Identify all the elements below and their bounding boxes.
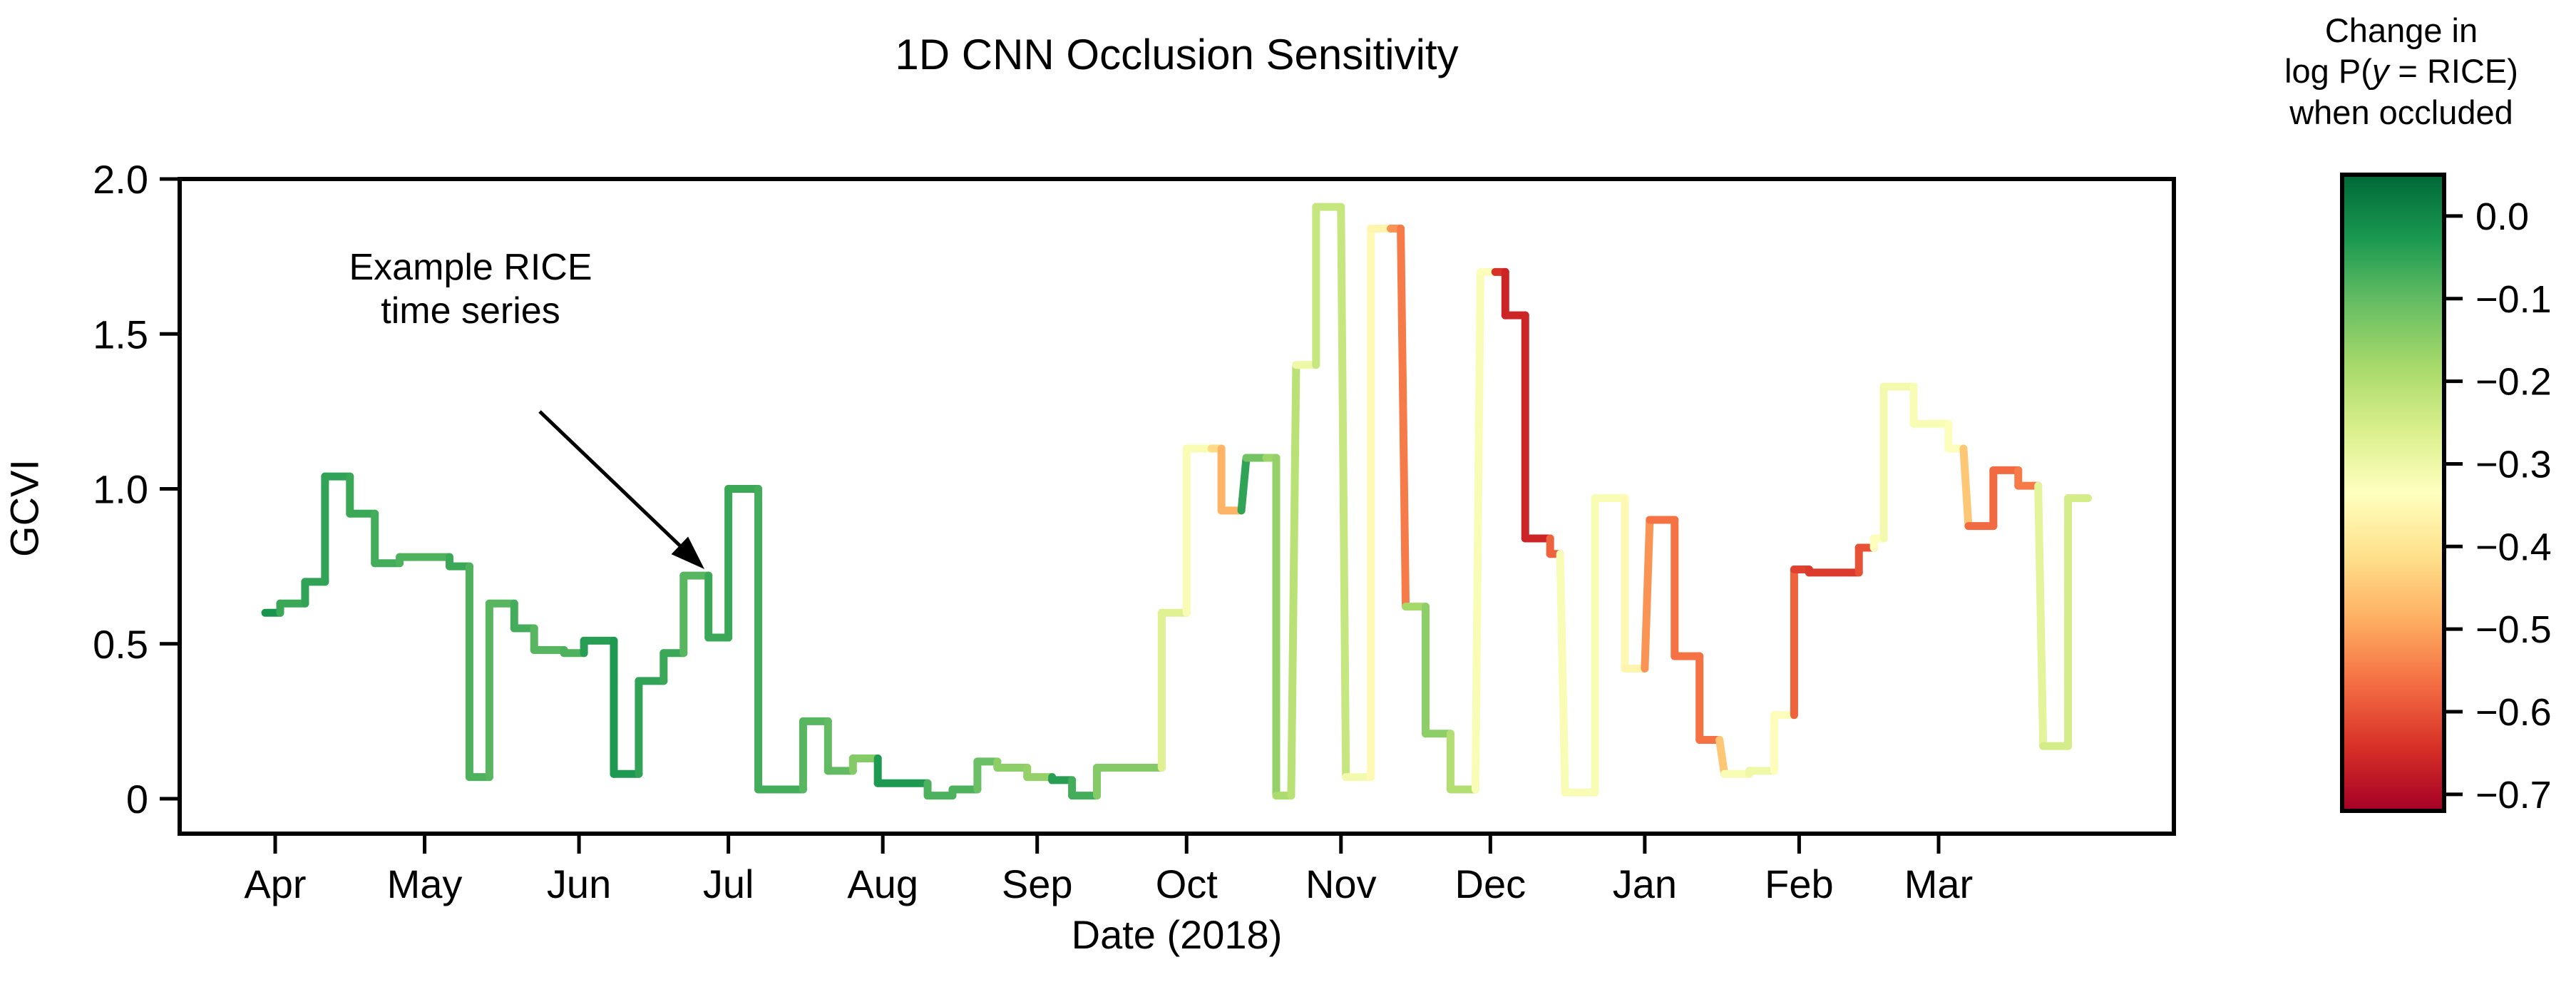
x-tick-label: Jan [1613, 861, 1677, 906]
x-tick-label: Oct [1156, 861, 1218, 906]
annotation-example-rice: Example RICE time series [267, 246, 674, 334]
colorbar-tick-label: −0.6 [2475, 691, 2552, 734]
arrowhead-icon [671, 536, 704, 569]
x-axis-ticks: Apr May Jun Jul Aug Sep Oct Nov Dec Jan Feb Mar [244, 834, 1973, 906]
series-connector [1959, 444, 1973, 531]
x-tick-label: Nov [1305, 861, 1377, 906]
colorbar-tick-label: 0.0 [2475, 195, 2529, 238]
series-connector [1556, 550, 1569, 797]
x-tick-label: Aug [847, 861, 918, 906]
colorbar-tick-label: −0.1 [2475, 278, 2552, 321]
series-connector [1287, 361, 1300, 800]
colorbar-tick-label: −0.7 [2475, 774, 2552, 817]
y-axis-ticks: 2.0 1.5 1.0 0.5 0 [93, 157, 180, 822]
colorbar-title: Change in log P(y = RICE) when occluded [2230, 10, 2572, 133]
colorbar-tick-label: −0.2 [2475, 361, 2552, 404]
plot-frame [178, 177, 2176, 836]
series-connector [1337, 203, 1350, 782]
x-tick-label: Jun [547, 861, 611, 906]
annotation-line2: time series [381, 290, 560, 332]
colorbar-ticks: 0.0 −0.1 −0.2 −0.3 −0.4 −0.5 −0.6 −0.7 [2444, 195, 2552, 817]
series-connector [2034, 481, 2048, 750]
annotation-arrow [538, 410, 704, 569]
colorbar-tick-label: −0.3 [2475, 443, 2552, 486]
colorbar-tick-label: −0.5 [2475, 608, 2552, 651]
y-tick-label: 1.5 [93, 312, 148, 357]
x-tick-label: Sep [1002, 861, 1073, 906]
colorbar-tick-label: −0.4 [2475, 526, 2552, 568]
rice-gcvi-series [261, 203, 2093, 800]
y-tick-label: 0.5 [93, 622, 148, 667]
annotation-line1: Example RICE [349, 247, 592, 288]
x-tick-label: Jul [703, 861, 754, 906]
colorbar-title-line2: log P(y = RICE) [2284, 52, 2518, 91]
y-tick-label: 1.0 [93, 467, 148, 512]
series-connector [1397, 225, 1410, 611]
x-tick-label: Apr [244, 861, 306, 906]
chart-title: 1D CNN Occlusion Sensitivity [895, 31, 1459, 78]
series-connector [1471, 267, 1484, 794]
x-tick-label: Dec [1455, 861, 1526, 906]
series-connector [1237, 454, 1251, 515]
series-connector [1715, 735, 1729, 778]
x-tick-label: May [387, 861, 463, 906]
x-tick-label: Mar [1904, 861, 1973, 906]
colorbar-title-line3: when occluded [2289, 93, 2513, 131]
y-tick-label: 2.0 [93, 157, 148, 202]
x-tick-label: Feb [1765, 861, 1834, 906]
y-axis-label: GCVI [1, 459, 47, 557]
colorbar [2340, 173, 2446, 813]
colorbar-title-line1: Change in [2324, 11, 2478, 49]
series-connector [1641, 516, 1654, 673]
x-axis-label: Date (2018) [1071, 912, 1283, 957]
y-tick-label: 0 [126, 777, 148, 822]
